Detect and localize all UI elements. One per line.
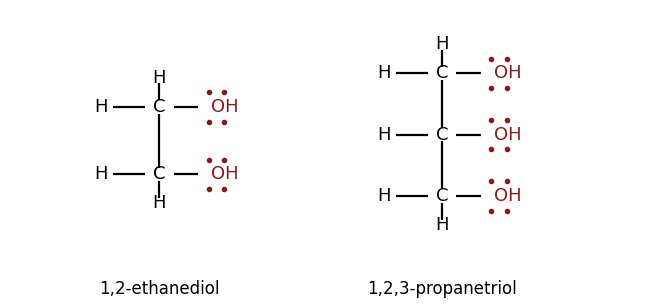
Text: C: C xyxy=(436,126,448,144)
Text: 1,2,3-propanetriol: 1,2,3-propanetriol xyxy=(367,280,517,298)
Text: C: C xyxy=(153,166,166,183)
Text: C: C xyxy=(436,65,448,82)
Text: C: C xyxy=(436,187,448,205)
Text: H: H xyxy=(377,65,390,82)
Text: H: H xyxy=(377,187,390,205)
Text: H: H xyxy=(436,35,448,53)
Text: H: H xyxy=(153,195,166,212)
Text: H: H xyxy=(153,69,166,87)
Text: OH: OH xyxy=(494,187,521,205)
Text: OH: OH xyxy=(211,98,239,116)
Text: H: H xyxy=(436,216,448,234)
Text: H: H xyxy=(94,166,107,183)
Text: OH: OH xyxy=(211,166,239,183)
Text: H: H xyxy=(94,98,107,116)
Text: H: H xyxy=(377,126,390,144)
Text: OH: OH xyxy=(494,126,521,144)
Text: OH: OH xyxy=(494,65,521,82)
Text: C: C xyxy=(153,98,166,116)
Text: 1,2-ethanediol: 1,2-ethanediol xyxy=(99,280,220,298)
